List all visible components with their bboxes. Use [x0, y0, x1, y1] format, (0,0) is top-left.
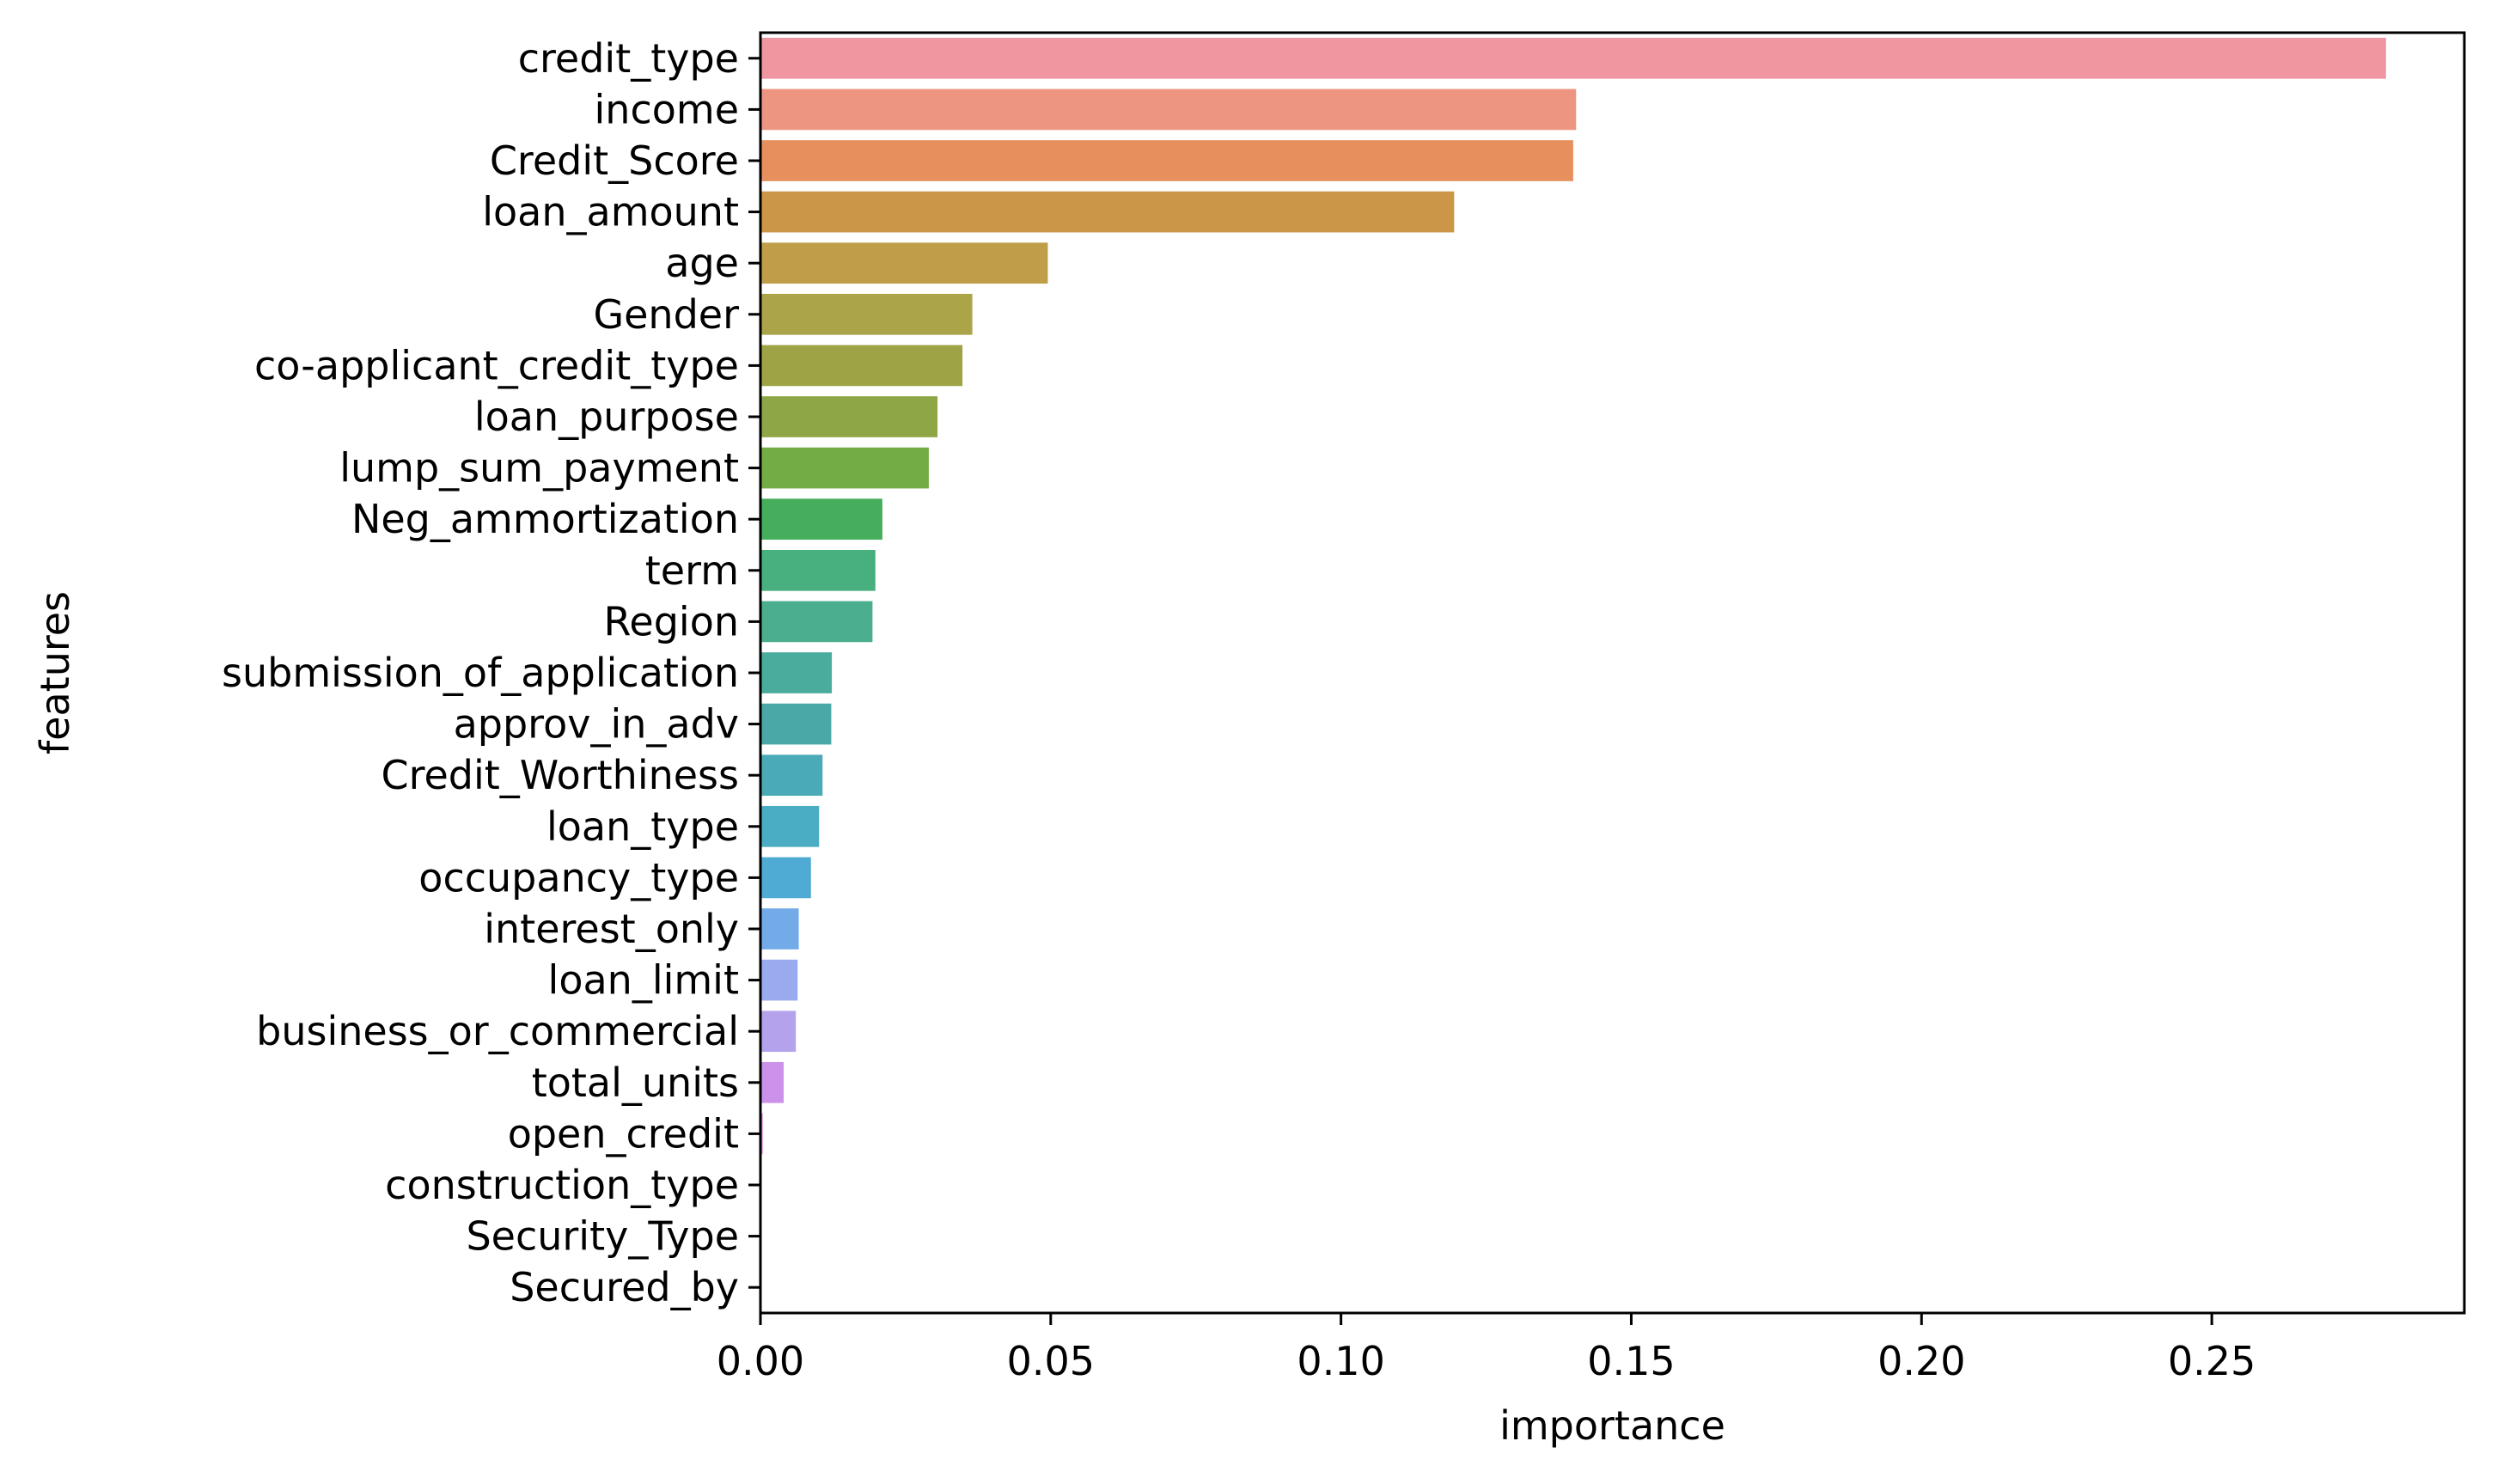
y-tick-label: loan_limit [548, 957, 739, 1004]
y-tick-label: lump_sum_payment [339, 445, 739, 492]
x-axis-label: importance [1499, 1402, 1725, 1449]
bar-business_or_commercial [760, 1011, 797, 1053]
y-tick-label: loan_type [546, 803, 739, 850]
y-tick-label: age [665, 240, 739, 286]
y-tick-label: loan_amount [482, 189, 739, 235]
bar-approv_in_adv [760, 703, 832, 745]
y-tick-label: term [645, 547, 739, 594]
bar-loan_purpose [760, 396, 938, 437]
y-tick-label: Neg_ammortization [351, 496, 739, 542]
y-tick-label: Region [604, 598, 739, 644]
x-tick-label: 0.10 [1297, 1338, 1384, 1384]
plot-frame [759, 31, 2466, 1315]
bar-age [760, 242, 1048, 284]
y-tick-label: occupancy_type [418, 854, 739, 901]
bar-lump_sum_payment [760, 447, 929, 489]
bar-term [760, 549, 876, 591]
y-tick-label: business_or_commercial [256, 1008, 739, 1054]
y-tick-label: co-applicant_credit_type [254, 342, 739, 388]
y-tick-label: approv_in_adv [454, 701, 739, 748]
y-tick-label: total_units [532, 1060, 739, 1106]
y-tick-label: Credit_Score [490, 137, 739, 184]
bar-interest_only [760, 908, 799, 950]
x-ticks-group: 0.00 0.05 0.10 0.15 0.20 0.25 [717, 1313, 2256, 1384]
bar-Region [760, 601, 873, 643]
bar-Credit_Worthiness [760, 754, 823, 797]
y-tick-label: interest_only [484, 906, 739, 952]
y-tick-label: open_credit [508, 1110, 739, 1157]
bar-loan_type [760, 805, 820, 847]
bar-Neg_ammortization [760, 498, 882, 540]
bar-total_units [760, 1061, 785, 1103]
x-tick-label: 0.15 [1587, 1338, 1675, 1384]
y-tick-label: Credit_Worthiness [381, 752, 739, 798]
bar-Gender [760, 293, 973, 335]
bar-loan_limit [760, 959, 798, 1001]
x-tick-label: 0.00 [717, 1338, 804, 1384]
x-tick-label: 0.05 [1007, 1338, 1095, 1384]
y-tick-label: submission_of_application [222, 650, 739, 696]
bar-co-applicant_credit_type [760, 345, 963, 387]
bar-income [760, 89, 1577, 131]
x-tick-label: 0.25 [2168, 1338, 2256, 1384]
y-tick-label: income [595, 86, 739, 132]
bar-credit_type [760, 37, 2386, 79]
bar-occupancy_type [760, 857, 811, 899]
bars-group [760, 37, 2386, 1155]
y-tick-label: construction_type [385, 1162, 739, 1208]
x-tick-label: 0.20 [1877, 1338, 1965, 1384]
bar-loan_amount [760, 191, 1455, 233]
y-tick-label: loan_purpose [474, 394, 739, 440]
bar-Credit_Score [760, 140, 1573, 181]
y-tick-label: Security_Type [466, 1213, 739, 1260]
y-tick-label: Secured_by [510, 1264, 739, 1310]
y-axis-label: features [32, 591, 78, 754]
bar-submission_of_application [760, 652, 833, 693]
y-tick-label: Gender [593, 291, 739, 338]
y-tick-label: credit_type [518, 35, 739, 82]
